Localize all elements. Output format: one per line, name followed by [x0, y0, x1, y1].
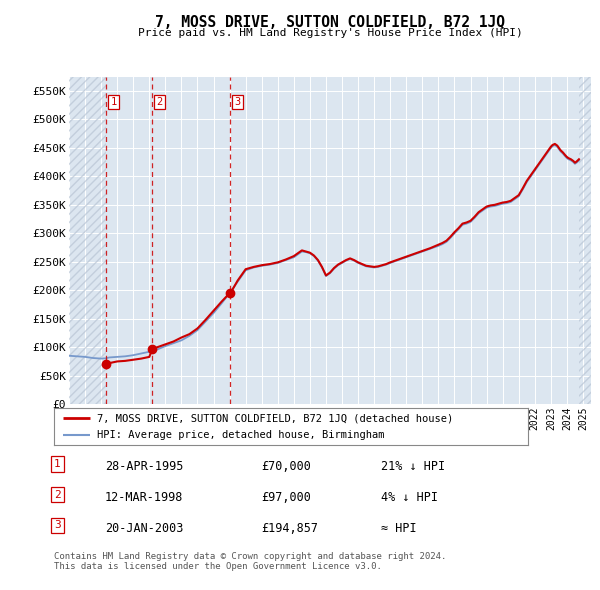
Text: 28-APR-1995: 28-APR-1995	[105, 460, 184, 473]
Text: Contains HM Land Registry data © Crown copyright and database right 2024.
This d: Contains HM Land Registry data © Crown c…	[54, 552, 446, 571]
Text: 4% ↓ HPI: 4% ↓ HPI	[381, 491, 438, 504]
Text: 3: 3	[54, 520, 61, 530]
Text: HPI: Average price, detached house, Birmingham: HPI: Average price, detached house, Birm…	[97, 431, 384, 440]
Text: 2: 2	[54, 490, 61, 500]
Text: Price paid vs. HM Land Registry's House Price Index (HPI): Price paid vs. HM Land Registry's House …	[137, 28, 523, 38]
Text: ≈ HPI: ≈ HPI	[381, 522, 416, 535]
Text: 3: 3	[235, 97, 241, 107]
Text: 1: 1	[54, 459, 61, 469]
Text: 1: 1	[110, 97, 116, 107]
Bar	[69, 77, 106, 404]
Text: 12-MAR-1998: 12-MAR-1998	[105, 491, 184, 504]
Bar	[69, 77, 106, 404]
Text: 20-JAN-2003: 20-JAN-2003	[105, 522, 184, 535]
Text: 7, MOSS DRIVE, SUTTON COLDFIELD, B72 1JQ: 7, MOSS DRIVE, SUTTON COLDFIELD, B72 1JQ	[155, 15, 505, 30]
Text: £70,000: £70,000	[261, 460, 311, 473]
Text: 2: 2	[157, 97, 163, 107]
Text: 7, MOSS DRIVE, SUTTON COLDFIELD, B72 1JQ (detached house): 7, MOSS DRIVE, SUTTON COLDFIELD, B72 1JQ…	[97, 414, 453, 423]
Bar	[579, 77, 591, 404]
Text: £97,000: £97,000	[261, 491, 311, 504]
Text: 21% ↓ HPI: 21% ↓ HPI	[381, 460, 445, 473]
Text: £194,857: £194,857	[261, 522, 318, 535]
